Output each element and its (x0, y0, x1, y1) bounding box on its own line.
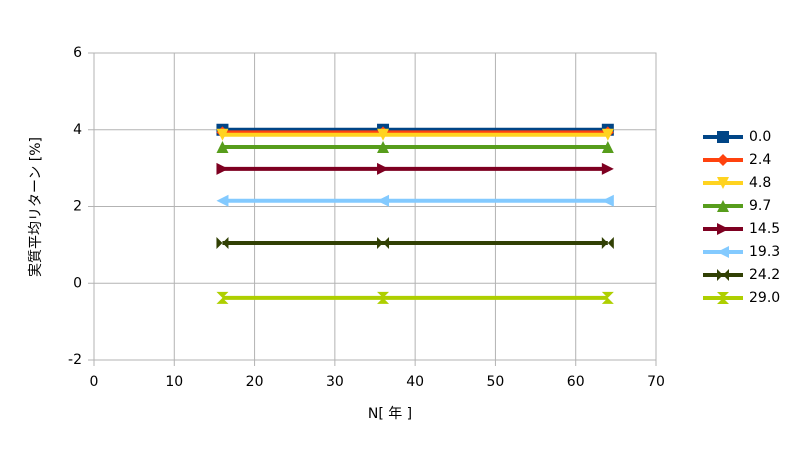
legend-label: 24.2 (749, 267, 780, 283)
data-point (377, 128, 390, 141)
data-point (216, 162, 229, 175)
data-point (216, 236, 229, 249)
legend-marker (717, 246, 729, 258)
y-axis-label: 実質平均リターン [%] (28, 137, 44, 277)
x-tick-label: 50 (487, 374, 505, 390)
y-tick-label: 0 (73, 275, 82, 291)
y-tick-label: 2 (73, 199, 82, 215)
y-tick-label: 4 (73, 122, 82, 138)
data-point (601, 194, 614, 207)
legend-label: 0.0 (749, 129, 771, 145)
y-tick-label: -2 (68, 352, 82, 368)
legend-label: 2.4 (749, 152, 771, 168)
x-tick-label: 30 (326, 374, 344, 390)
legend-label: 29.0 (749, 290, 780, 306)
data-point (601, 291, 614, 304)
y-tick-label: 6 (73, 45, 82, 61)
legend-marker (717, 154, 729, 166)
x-axis-label: N[ 年 ] (368, 406, 412, 422)
data-point (377, 141, 390, 154)
data-point (601, 141, 614, 154)
data-point (601, 236, 614, 249)
legend-label: 4.8 (749, 175, 771, 191)
x-tick-label: 10 (165, 374, 183, 390)
data-point (377, 162, 390, 175)
data-point (377, 236, 390, 249)
legend-marker (717, 177, 729, 189)
x-tick-label: 20 (246, 374, 264, 390)
x-tick-label: 0 (90, 374, 99, 390)
legend-label: 9.7 (749, 198, 771, 214)
x-tick-label: 40 (406, 374, 424, 390)
data-point (216, 141, 229, 154)
data-point (216, 194, 229, 207)
legend-marker (717, 292, 729, 304)
legend-marker (717, 223, 729, 235)
x-tick-label: 60 (567, 374, 585, 390)
data-point (216, 291, 229, 304)
data-point (377, 194, 390, 207)
x-tick-label: 70 (647, 374, 665, 390)
data-point (377, 291, 390, 304)
data-point (601, 162, 614, 175)
legend-label: 19.3 (749, 244, 780, 260)
data-point (601, 128, 614, 141)
legend-marker (717, 200, 729, 212)
legend-label: 14.5 (749, 221, 780, 237)
legend-marker (717, 269, 729, 281)
legend-marker (717, 131, 729, 143)
data-point (216, 128, 229, 141)
